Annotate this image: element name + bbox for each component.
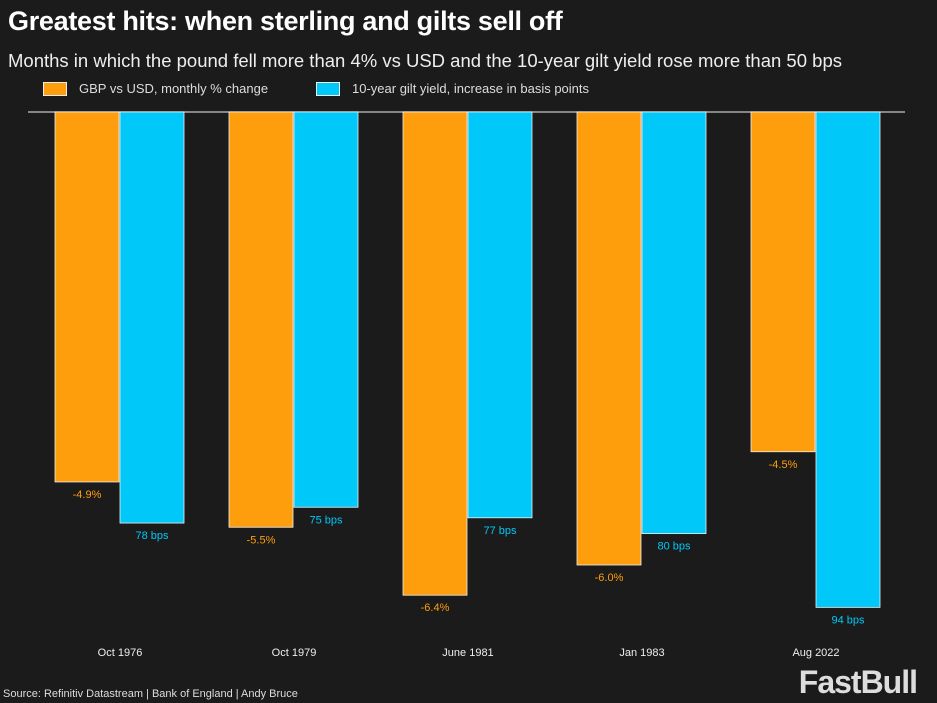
bar-gbp — [576, 111, 642, 566]
bar-gilt — [293, 111, 359, 508]
bar-gilt — [641, 111, 707, 535]
bar-gbp — [228, 111, 294, 528]
data-label-gbp: -6.4% — [421, 602, 450, 614]
fastbull-watermark: FastBull — [798, 664, 918, 700]
data-label-gbp: -4.9% — [73, 489, 102, 501]
data-label-gbp: -6.0% — [595, 572, 624, 584]
x-tick-label: June 1981 — [442, 647, 493, 659]
legend-item-gilt: 10-year gilt yield, increase in basis po… — [316, 81, 589, 96]
data-label-gilt: 94 bps — [831, 614, 865, 626]
legend-item-gbp: GBP vs USD, monthly % change — [43, 81, 268, 96]
x-tick-label: Oct 1976 — [98, 647, 143, 659]
data-label-gbp: -4.5% — [769, 459, 798, 471]
data-label-gilt: 78 bps — [135, 530, 169, 542]
data-label-gbp: -5.5% — [247, 534, 276, 546]
data-label-gilt: 75 bps — [309, 514, 343, 526]
x-tick-label: Aug 2022 — [792, 647, 839, 659]
chart-title: Greatest hits: when sterling and gilts s… — [8, 6, 563, 36]
legend-swatch-gbp — [43, 81, 67, 96]
bar-gilt — [815, 111, 881, 608]
data-label-gilt: 80 bps — [657, 541, 691, 553]
bar-gilt — [467, 111, 533, 519]
x-tick-label: Oct 1979 — [272, 647, 317, 659]
bar-gbp — [54, 111, 120, 483]
legend-label-gbp: GBP vs USD, monthly % change — [79, 81, 269, 96]
bar-gbp — [402, 111, 468, 596]
bar-gbp — [750, 111, 816, 453]
legend-label-gilt: 10-year gilt yield, increase in basis po… — [352, 81, 590, 96]
source-note: Source: Refinitiv Datastream | Bank of E… — [3, 688, 298, 700]
bar-gilt — [119, 111, 185, 524]
legend-swatch-gilt — [316, 81, 340, 96]
data-label-gilt: 77 bps — [483, 525, 517, 537]
x-tick-label: Jan 1983 — [619, 647, 664, 659]
chart-subtitle: Months in which the pound fell more than… — [8, 50, 842, 71]
